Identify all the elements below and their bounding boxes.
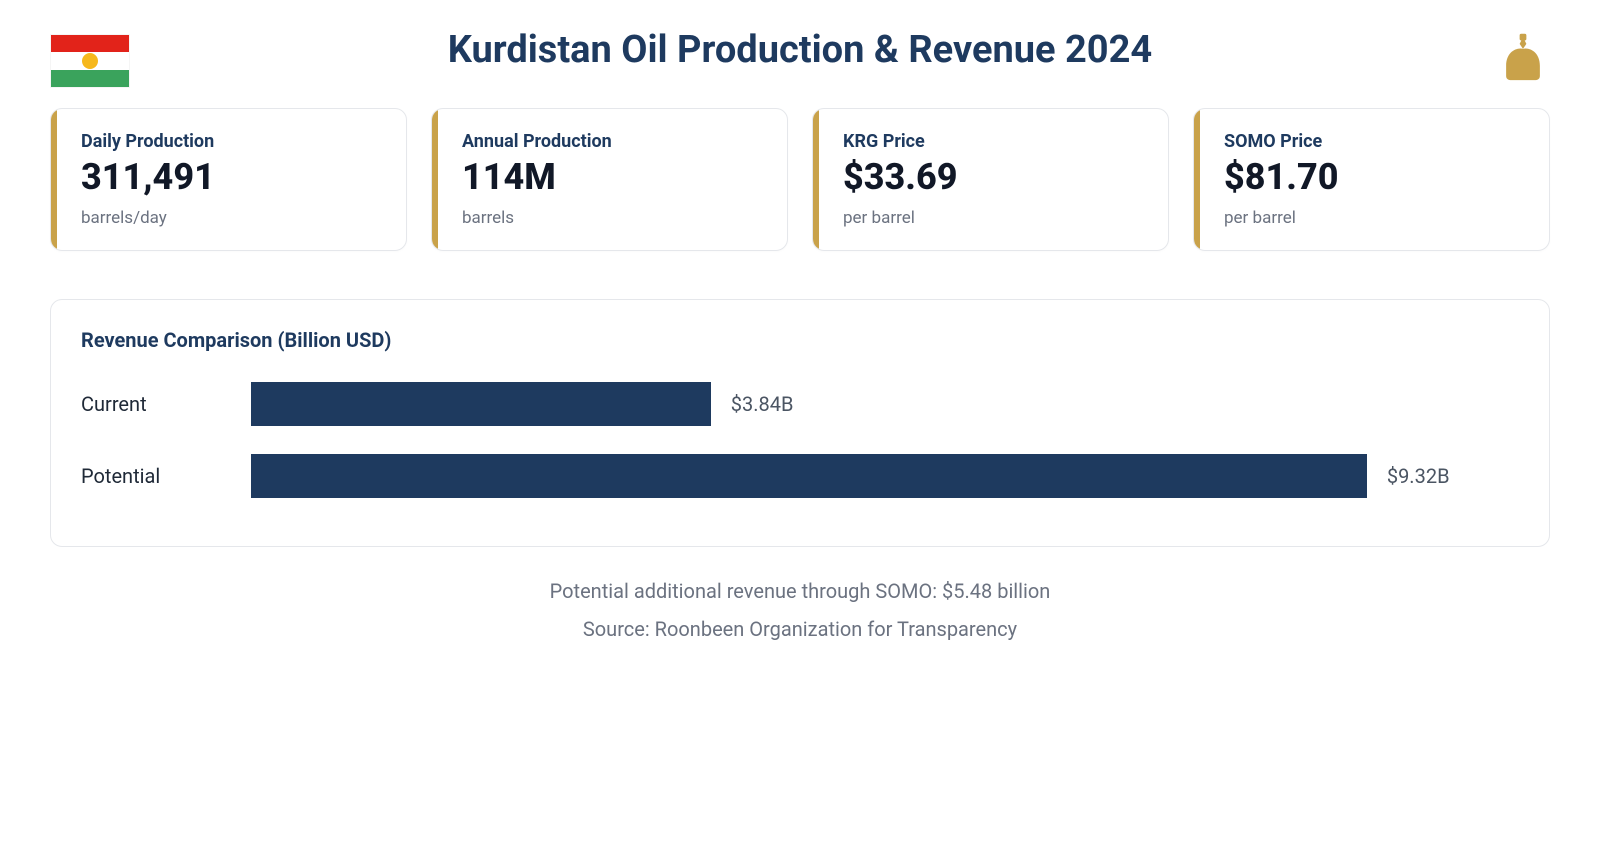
bar-current <box>251 382 711 426</box>
revenue-chart-panel: Revenue Comparison (Billion USD) Current… <box>50 299 1550 547</box>
kurdistan-flag-icon <box>50 34 130 88</box>
card-sub: per barrel <box>1224 208 1523 228</box>
card-label: Annual Production <box>462 131 761 152</box>
bar-potential <box>251 454 1367 498</box>
card-krg-price: KRG Price $33.69 per barrel <box>812 108 1169 251</box>
card-sub: per barrel <box>843 208 1142 228</box>
footer-source: Source: Roonbeen Organization for Transp… <box>50 617 1550 641</box>
flag-stripe-top <box>51 35 129 52</box>
card-accent <box>51 109 57 250</box>
page-title: Kurdistan Oil Production & Revenue 2024 <box>448 28 1152 72</box>
chart-title: Revenue Comparison (Billion USD) <box>81 328 1519 352</box>
crest-icon <box>1496 32 1550 86</box>
bar-value: $9.32B <box>1387 464 1450 488</box>
card-value: $33.69 <box>843 158 1142 198</box>
footer: Potential additional revenue through SOM… <box>50 579 1550 641</box>
card-accent <box>432 109 438 250</box>
bar-track: $3.84B <box>251 382 1519 426</box>
card-accent <box>813 109 819 250</box>
card-annual-production: Annual Production 114M barrels <box>431 108 788 251</box>
bar-track: $9.32B <box>251 454 1519 498</box>
bar-row-potential: Potential $9.32B <box>81 454 1519 498</box>
card-accent <box>1194 109 1200 250</box>
card-value: 114M <box>462 158 761 198</box>
stat-cards: Daily Production 311,491 barrels/day Ann… <box>50 108 1550 251</box>
card-sub: barrels <box>462 208 761 228</box>
card-label: Daily Production <box>81 131 380 152</box>
card-value: 311,491 <box>81 158 380 198</box>
card-sub: barrels/day <box>81 208 380 228</box>
bar-label: Potential <box>81 464 251 488</box>
card-value: $81.70 <box>1224 158 1523 198</box>
flag-sun-icon <box>82 53 98 69</box>
header: Kurdistan Oil Production & Revenue 2024 <box>50 28 1550 72</box>
card-somo-price: SOMO Price $81.70 per barrel <box>1193 108 1550 251</box>
bar-label: Current <box>81 392 251 416</box>
footer-additional-revenue: Potential additional revenue through SOM… <box>50 579 1550 603</box>
bar-value: $3.84B <box>731 392 794 416</box>
flag-stripe-bottom <box>51 70 129 87</box>
card-label: SOMO Price <box>1224 131 1523 152</box>
card-label: KRG Price <box>843 131 1142 152</box>
card-daily-production: Daily Production 311,491 barrels/day <box>50 108 407 251</box>
bar-row-current: Current $3.84B <box>81 382 1519 426</box>
